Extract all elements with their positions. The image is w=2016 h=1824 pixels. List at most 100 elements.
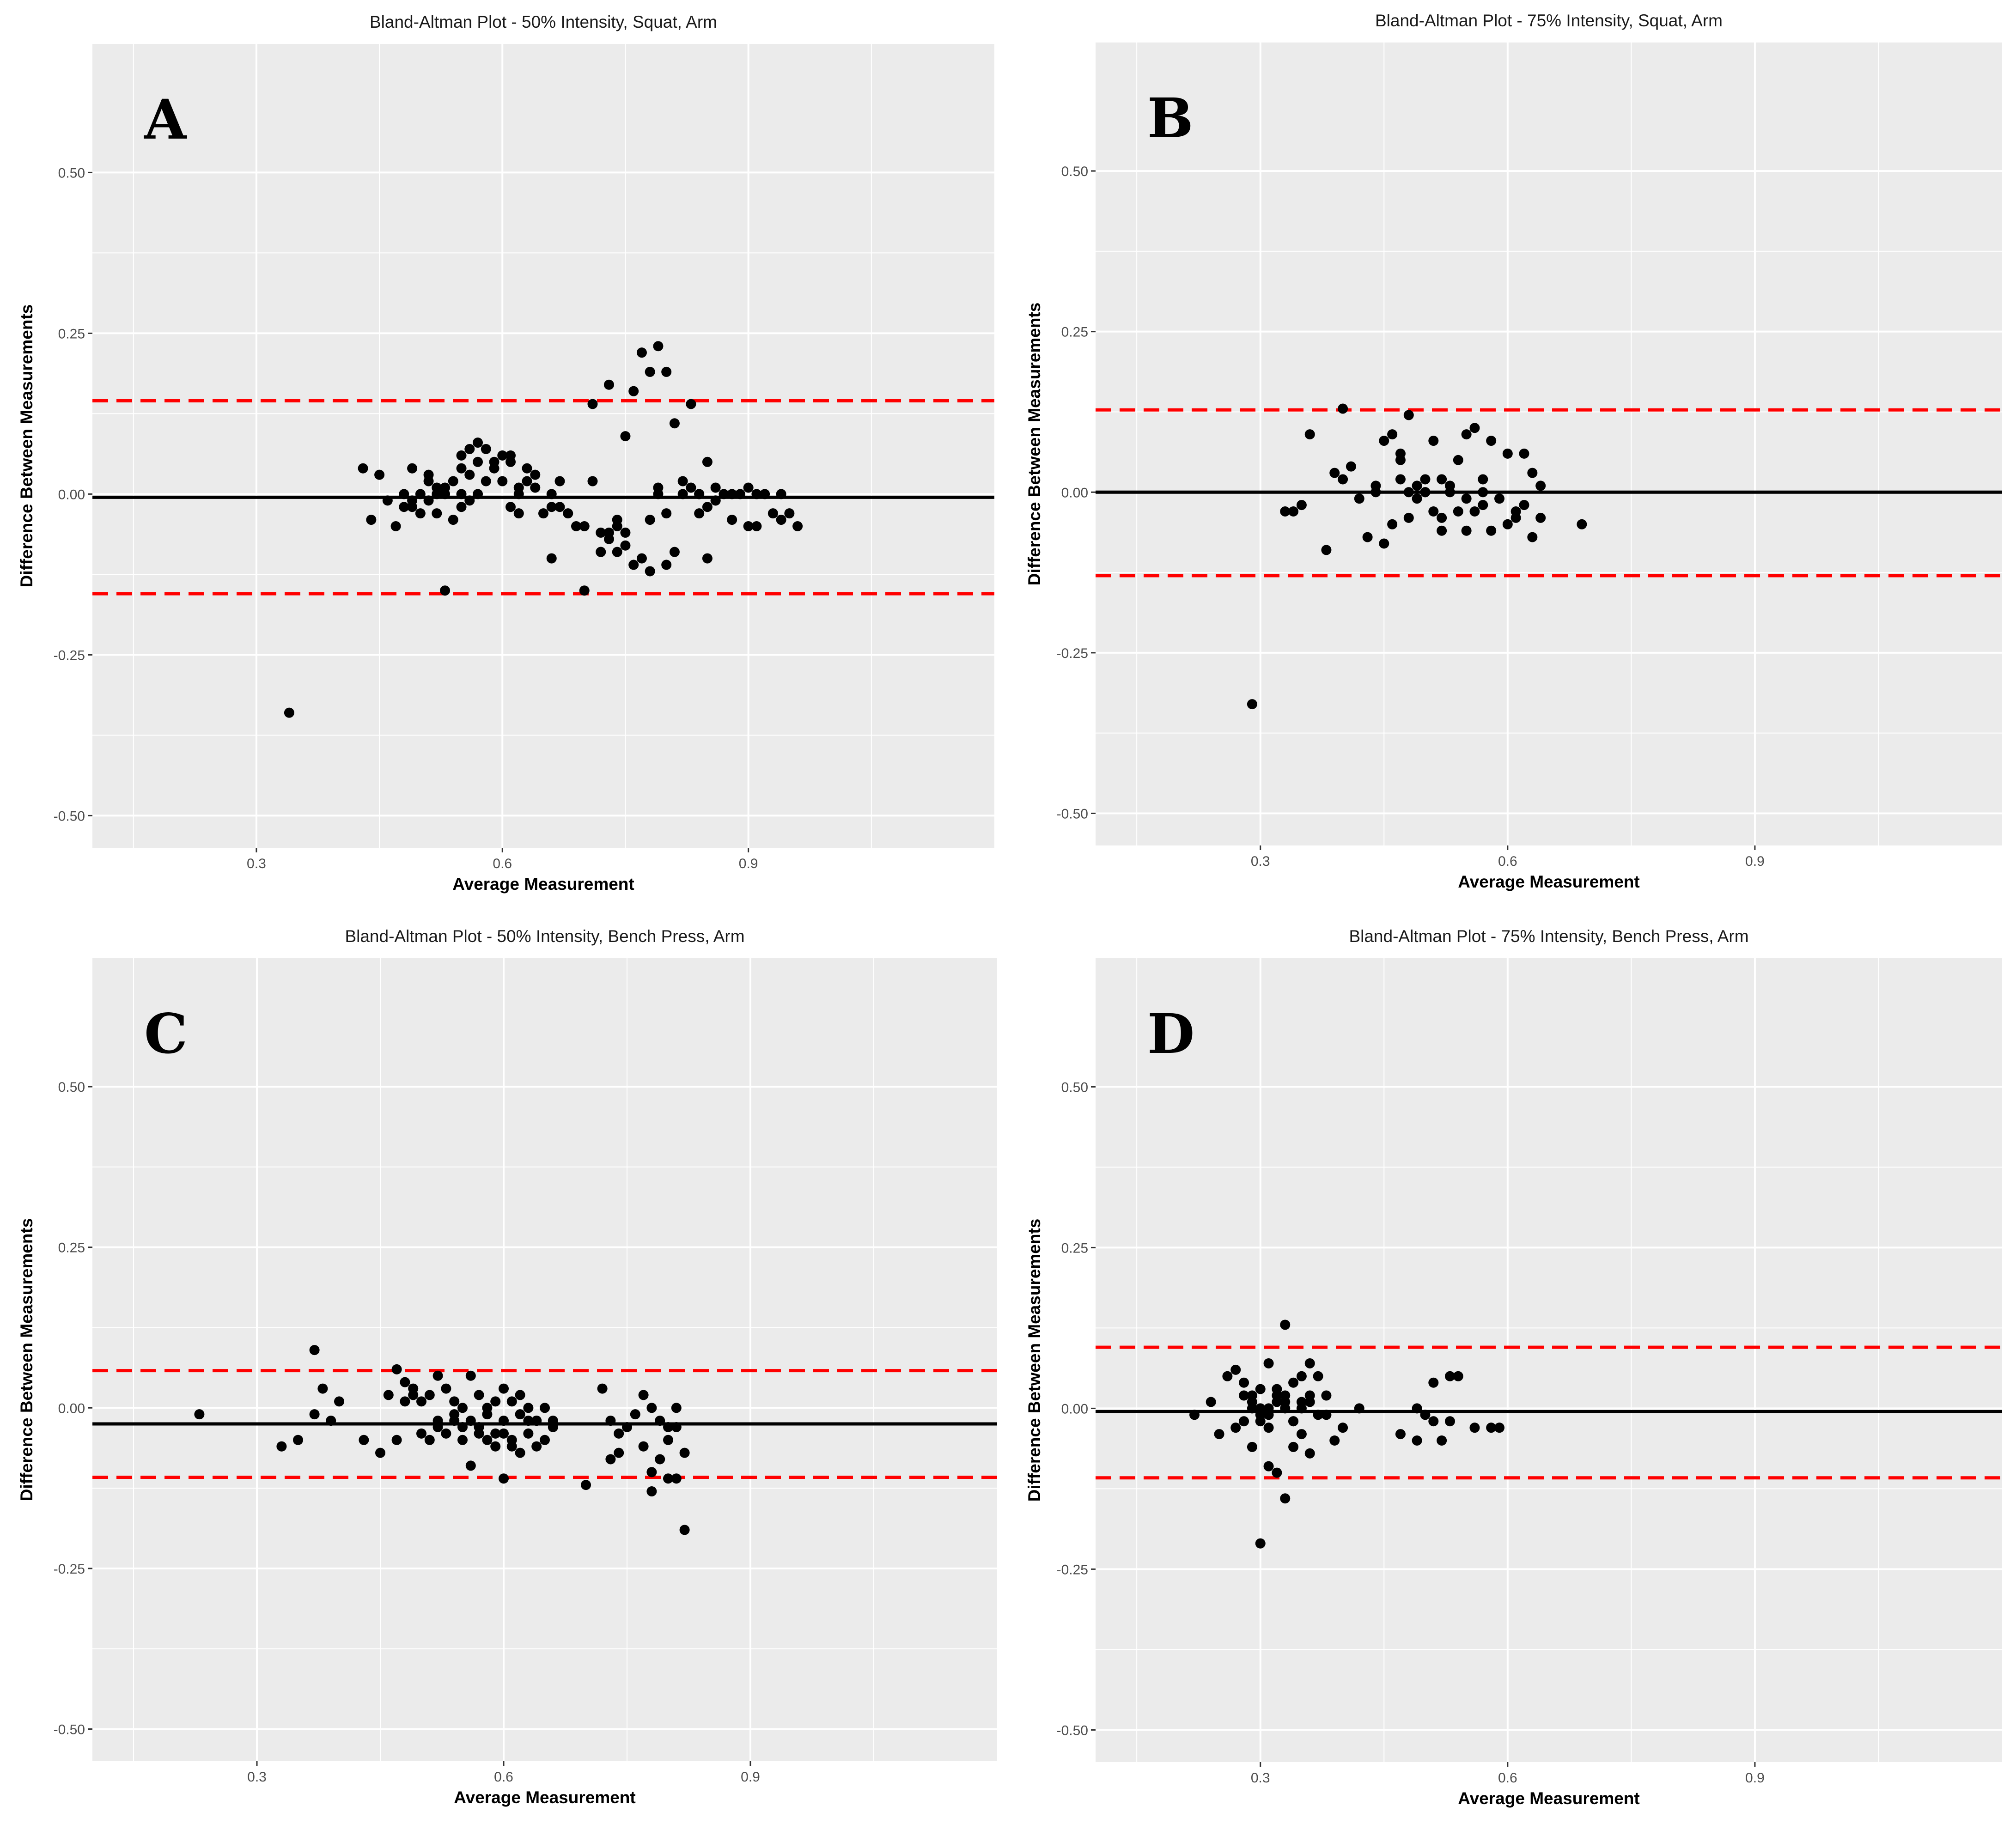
data-point (382, 495, 393, 506)
data-point (1453, 506, 1463, 517)
data-point (448, 515, 458, 525)
data-point (390, 521, 401, 531)
data-point (456, 450, 467, 461)
data-point (1379, 436, 1389, 446)
data-point (424, 1435, 435, 1445)
data-point (515, 1390, 525, 1400)
data-point (1338, 474, 1348, 485)
data-point (473, 456, 483, 467)
data-point (792, 521, 803, 531)
data-point (669, 547, 680, 557)
data-point (620, 431, 631, 442)
data-point (1527, 468, 1538, 478)
data-point (1239, 1377, 1249, 1388)
data-point (465, 1416, 476, 1426)
data-point (1239, 1390, 1249, 1401)
data-point (1412, 1403, 1422, 1414)
data-point (1395, 474, 1406, 485)
data-point (686, 399, 696, 409)
data-point (1387, 429, 1398, 440)
x-tick-label: 0.3 (247, 1769, 267, 1785)
data-point (663, 1435, 673, 1445)
data-point (407, 495, 418, 506)
data-point (465, 1370, 476, 1381)
x-tick-label: 0.3 (1251, 854, 1270, 869)
data-point (784, 508, 795, 519)
data-point (1478, 487, 1488, 498)
data-point (276, 1441, 287, 1452)
y-tick-label: 0.50 (58, 1080, 85, 1095)
data-point (1321, 545, 1332, 555)
data-point (499, 1428, 509, 1439)
data-point (490, 1441, 501, 1452)
data-point (499, 1473, 509, 1484)
y-tick-label: 0.00 (58, 487, 85, 502)
y-axis-label: Difference Between Measurements (1025, 303, 1044, 586)
data-point (614, 1428, 624, 1439)
data-point (407, 463, 418, 474)
data-point (515, 1447, 525, 1458)
data-point (1263, 1358, 1274, 1368)
data-point (490, 1396, 501, 1407)
data-point (531, 1416, 542, 1426)
data-point (677, 476, 688, 486)
x-axis-label: Average Measurement (452, 875, 634, 894)
x-tick-label: 0.6 (1498, 854, 1517, 869)
data-point (1469, 506, 1480, 517)
data-point (614, 1447, 624, 1458)
data-point (587, 399, 598, 409)
data-point (1420, 1410, 1431, 1420)
data-point (391, 1364, 402, 1374)
data-point (1255, 1384, 1266, 1394)
data-point (1577, 519, 1587, 529)
data-point (474, 1390, 484, 1400)
y-tick-label: -0.25 (54, 648, 85, 663)
data-point (474, 1428, 484, 1439)
data-point (1206, 1397, 1216, 1407)
data-point (776, 489, 786, 499)
data-point (497, 476, 508, 486)
data-point (702, 502, 713, 512)
data-point (540, 1435, 550, 1445)
data-point (1494, 1423, 1504, 1433)
data-point (1189, 1410, 1200, 1420)
data-point (603, 379, 614, 390)
data-point (1304, 429, 1315, 440)
data-point (530, 469, 541, 480)
data-point (546, 502, 557, 512)
data-point (513, 482, 524, 493)
data-point (465, 1460, 476, 1471)
data-point (661, 559, 672, 570)
data-point (671, 1422, 682, 1432)
y-tick-label: -0.50 (54, 809, 85, 824)
data-point (1304, 1358, 1315, 1368)
data-point (456, 463, 467, 474)
data-point (1263, 1410, 1274, 1420)
data-point (620, 540, 631, 551)
data-point (464, 495, 475, 506)
data-point (1321, 1390, 1332, 1401)
data-point (399, 502, 409, 512)
data-point (1535, 480, 1546, 491)
data-point (523, 1403, 534, 1413)
data-point (661, 366, 672, 377)
data-point (449, 1409, 460, 1420)
data-point (359, 1435, 369, 1445)
data-point (1255, 1538, 1266, 1549)
data-point (1338, 403, 1348, 414)
data-point (596, 527, 606, 538)
data-point (571, 521, 581, 531)
data-point (1403, 410, 1414, 420)
data-point (400, 1377, 410, 1387)
y-tick-label: 0.25 (1061, 325, 1088, 340)
data-point (554, 476, 565, 486)
data-point (515, 1409, 525, 1420)
data-point (702, 553, 713, 564)
data-point (523, 1428, 534, 1439)
data-point (1230, 1364, 1241, 1375)
data-point (490, 1428, 501, 1439)
data-point (1437, 474, 1447, 485)
y-tick-label: 0.00 (58, 1401, 85, 1416)
data-point (1486, 1423, 1497, 1433)
